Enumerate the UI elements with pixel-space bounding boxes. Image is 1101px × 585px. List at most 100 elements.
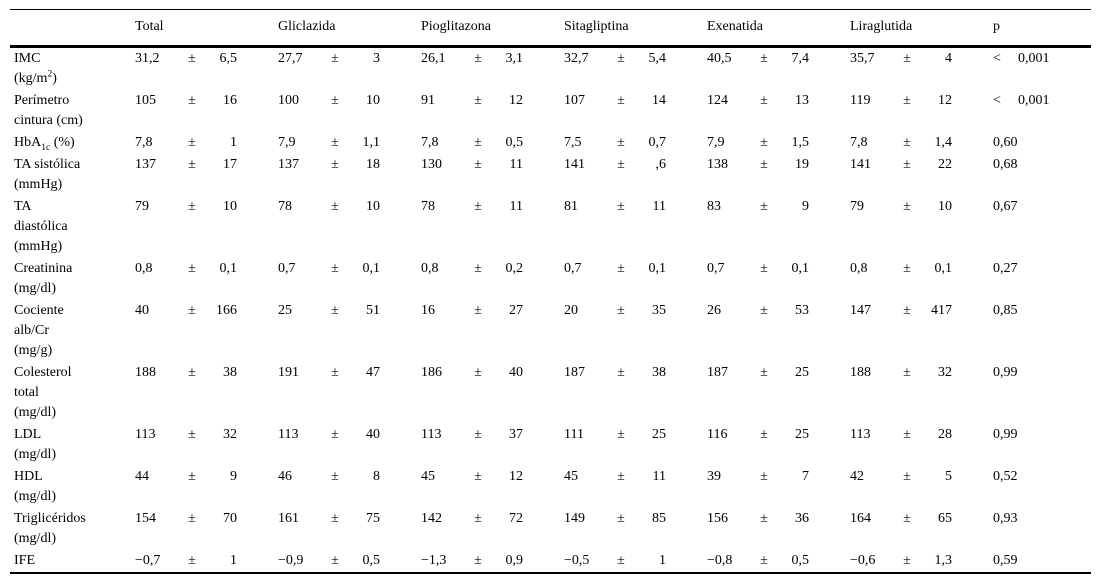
mean-value: 0,7 — [278, 261, 296, 276]
sd-value: 28 — [938, 427, 952, 442]
mean-sd-group: 0,7 ±0,1 — [707, 259, 809, 279]
mean-value: 16 — [421, 303, 435, 318]
mean-value: 27,7 — [278, 51, 303, 66]
row-label-text: Cociente — [14, 303, 64, 318]
mean-value: 7,5 — [564, 135, 582, 150]
mean-value: 187 — [707, 365, 728, 380]
column-header-pioglitazona: Pioglitazona — [421, 19, 491, 34]
mean-sd-group: 45 ±12 — [421, 467, 523, 487]
value-cell: 113 ±37 — [421, 424, 564, 466]
mean-sd-group: 79 ±10 — [135, 197, 237, 217]
sd-value: 40 — [509, 365, 523, 380]
mean-sd-group: 154 ±70 — [135, 509, 237, 529]
sd-value: 5,4 — [648, 51, 667, 66]
sd-value: 16 — [223, 93, 237, 108]
row-label-text: (kg/m — [14, 71, 48, 86]
mean-value: 186 — [421, 365, 442, 380]
mean-sd-group: 186 ±40 — [421, 363, 523, 383]
mean-value: 147 — [850, 303, 871, 318]
mean-sd-group: 7,9 ±1,5 — [707, 133, 809, 153]
value-cell: −0,9 ±0,5 — [278, 550, 421, 573]
table-row: LDL (mg/dl) 113 ±32 113 ±40 113 ±37 111 ±25 116 ±25… — [10, 424, 1091, 466]
value-cell: 26,1 ±3,1 — [421, 47, 564, 91]
mean-value: 107 — [564, 93, 585, 108]
mean-value: 149 — [564, 511, 585, 526]
plus-minus-sign: ± — [903, 93, 911, 108]
value-cell: 137 ±18 — [278, 154, 421, 196]
value-cell: 191 ±47 — [278, 362, 421, 424]
value-cell: 124 ±13 — [707, 90, 850, 132]
row-label-text: IMC — [14, 51, 41, 66]
row-label: IMC (kg/m2) — [10, 47, 135, 91]
mean-value: 39 — [707, 469, 721, 484]
plus-minus-sign: ± — [188, 365, 196, 380]
p-value-cell: 0,52 — [993, 466, 1091, 508]
p-value-cell: 0,93 — [993, 508, 1091, 550]
row-label: Perímetro cintura (cm) — [10, 90, 135, 132]
p-value: 0,67 — [993, 199, 1018, 214]
mean-value: 79 — [135, 199, 149, 214]
column-header-liraglutida: Liraglutida — [850, 19, 913, 34]
value-cell: 142 ±72 — [421, 508, 564, 550]
value-cell: 154 ±70 — [135, 508, 278, 550]
p-value: 0,99 — [993, 427, 1018, 442]
plus-minus-sign: ± — [188, 135, 196, 150]
row-label-text: Creatinina — [14, 261, 73, 276]
value-cell: 149 ±85 — [564, 508, 707, 550]
mean-sd-group: 40,5 ±7,4 — [707, 49, 809, 69]
sd-value: 1 — [230, 553, 237, 568]
mean-value: 45 — [564, 469, 578, 484]
value-cell: 40 ±166 — [135, 300, 278, 362]
row-label: IFE — [10, 550, 135, 573]
p-value: 0,27 — [993, 261, 1018, 276]
plus-minus-sign: ± — [617, 469, 625, 484]
mean-value: 26,1 — [421, 51, 446, 66]
plus-minus-sign: ± — [617, 135, 625, 150]
value-cell: 7,9 ±1,1 — [278, 132, 421, 154]
value-cell: 188 ±32 — [850, 362, 993, 424]
plus-minus-sign: ± — [903, 199, 911, 214]
mean-value: −0,9 — [278, 553, 304, 568]
sd-value: 36 — [795, 511, 809, 526]
column-header-exenatida: Exenatida — [707, 19, 763, 34]
mean-sd-group: 111 ±25 — [564, 425, 666, 445]
value-cell: 105 ±16 — [135, 90, 278, 132]
value-cell: 0,8 ±0,1 — [850, 258, 993, 300]
mean-sd-group: −0,9 ±0,5 — [278, 551, 380, 571]
plus-minus-sign: ± — [760, 553, 768, 568]
plus-minus-sign: ± — [474, 365, 482, 380]
plus-minus-sign: ± — [188, 469, 196, 484]
sd-value: 53 — [795, 303, 809, 318]
sd-value: 85 — [652, 511, 666, 526]
value-cell: 113 ±40 — [278, 424, 421, 466]
value-cell: 0,8 ±0,2 — [421, 258, 564, 300]
value-cell: 113 ±28 — [850, 424, 993, 466]
sd-value: 3,1 — [505, 51, 524, 66]
sd-value: 22 — [938, 157, 952, 172]
value-cell: 0,7 ±0,1 — [278, 258, 421, 300]
sd-value: 11 — [652, 469, 666, 484]
sd-value: 10 — [366, 199, 380, 214]
mean-sd-group: 188 ±38 — [135, 363, 237, 383]
p-value: 0,99 — [993, 365, 1018, 380]
mean-value: 40 — [135, 303, 149, 318]
plus-minus-sign: ± — [474, 199, 482, 214]
sd-value: 5 — [945, 469, 952, 484]
mean-value: 0,8 — [850, 261, 868, 276]
plus-minus-sign: ± — [617, 303, 625, 318]
mean-sd-group: 113 ±40 — [278, 425, 380, 445]
plus-minus-sign: ± — [617, 51, 625, 66]
mean-sd-group: 156 ±36 — [707, 509, 809, 529]
plus-minus-sign: ± — [760, 261, 768, 276]
p-value-cell: <0,001 — [993, 47, 1091, 91]
mean-sd-group: 26,1 ±3,1 — [421, 49, 523, 69]
plus-minus-sign: ± — [474, 51, 482, 66]
value-cell: 116 ±25 — [707, 424, 850, 466]
plus-minus-sign: ± — [474, 261, 482, 276]
value-cell: 141 ±22 — [850, 154, 993, 196]
row-label-text: diastólica — [14, 219, 68, 234]
plus-minus-sign: ± — [474, 511, 482, 526]
sd-value: 75 — [366, 511, 380, 526]
value-cell: 0,7 ±0,1 — [707, 258, 850, 300]
p-value-cell: 0,27 — [993, 258, 1091, 300]
